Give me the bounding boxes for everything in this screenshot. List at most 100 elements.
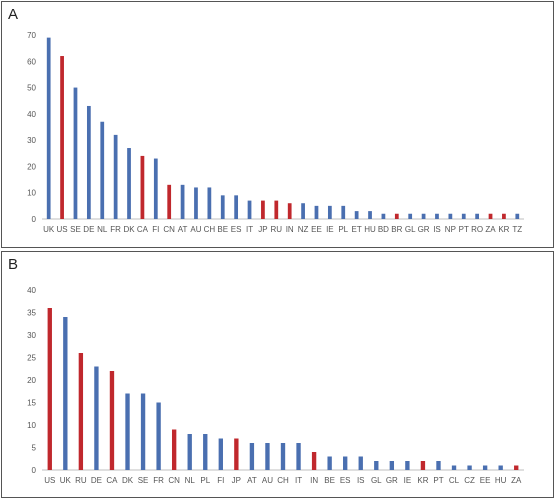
x-tick-label: AT [178, 225, 188, 234]
bar-cz [467, 465, 472, 470]
x-tick-label: JP [258, 225, 267, 234]
y-tick-label: 5 [32, 444, 37, 453]
y-tick-label: 0 [32, 215, 37, 224]
x-tick-label: CH [204, 225, 216, 234]
y-tick-label: 15 [27, 399, 36, 408]
bar-at [249, 443, 255, 470]
y-tick-label: 10 [27, 421, 36, 430]
bar-ee [482, 465, 488, 470]
bar-pl [341, 205, 346, 219]
x-tick-label: PL [200, 476, 210, 485]
x-tick-label: TZ [512, 225, 522, 234]
bar-it [296, 443, 301, 470]
x-tick-label: AU [262, 476, 273, 485]
bar-ru [274, 200, 279, 219]
x-tick-label: RU [75, 476, 87, 485]
x-tick-label: EE [311, 225, 322, 234]
x-tick-label: US [57, 225, 68, 234]
bar-es [234, 195, 239, 219]
bar-ee [314, 205, 319, 219]
x-tick-label: ZA [511, 476, 522, 485]
x-tick-label: IE [326, 225, 334, 234]
x-tick-label: AU [190, 225, 201, 234]
bar-au [265, 443, 270, 470]
bar-dk [125, 393, 130, 470]
bar-se [140, 393, 146, 470]
x-tick-label: ET [352, 225, 362, 234]
panel-label-a: A [8, 6, 19, 23]
bar-uk [46, 37, 51, 219]
bar-ch [207, 187, 212, 219]
x-tick-label: GR [386, 476, 398, 485]
panel-label-b: B [8, 256, 19, 273]
bar-ro [475, 213, 480, 219]
x-tick-label: BD [378, 225, 389, 234]
bar-cn [167, 184, 172, 219]
x-tick-label: IN [310, 476, 318, 485]
bar-ie [327, 205, 332, 219]
bar-de [86, 105, 91, 219]
x-tick-label: HU [364, 225, 376, 234]
x-tick-label: SE [138, 476, 149, 485]
bar-jp [261, 200, 265, 219]
y-tick-label: 30 [27, 331, 36, 340]
bar-is [435, 213, 439, 219]
bar-pt [461, 213, 466, 219]
x-tick-label: NL [185, 476, 196, 485]
y-tick-label: 20 [27, 376, 36, 385]
x-tick-label: AT [247, 476, 257, 485]
y-tick-label: 0 [32, 466, 37, 475]
bar-br [394, 213, 399, 219]
x-tick-label: CA [106, 476, 118, 485]
y-tick-label: 30 [27, 136, 36, 145]
x-tick-label: FI [152, 225, 159, 234]
x-tick-label: CZ [464, 476, 475, 485]
x-tick-label: ES [231, 225, 242, 234]
bar-ca [109, 371, 115, 470]
x-tick-label: PT [459, 225, 469, 234]
bar-is [358, 456, 363, 470]
chart-panel-b: B 0 5 10 15 20 25 30 35 40 US UK RU DE CA DK SE FR CN NL PL… [1, 251, 554, 498]
bar-uk [63, 317, 68, 470]
x-tick-label: UK [60, 476, 72, 485]
x-tick-label: EE [480, 476, 491, 485]
bar-jp [234, 438, 239, 470]
x-tick-label: US [44, 476, 55, 485]
x-tick-label: NZ [298, 225, 309, 234]
chart-panel-a: A 0 10 20 30 40 50 60 70 UK US SE DE NL FR DK CA FI CN AT A… [1, 1, 554, 248]
x-tick-label: KR [417, 476, 428, 485]
x-tick-label: GL [371, 476, 382, 485]
bar-et [354, 211, 359, 219]
bar-hu [368, 211, 372, 219]
bar-se [73, 87, 78, 219]
bar-be [327, 456, 332, 470]
x-tick-label: IS [357, 476, 365, 485]
bar-hu [498, 465, 503, 470]
x-tick-label: IT [246, 225, 253, 234]
bar-fi [218, 438, 223, 470]
x-tick-label: RU [271, 225, 283, 234]
y-tick-label: 70 [27, 31, 36, 40]
bar-dk [127, 148, 131, 219]
x-tick-label: CN [163, 225, 175, 234]
y-tick-label: 60 [27, 57, 36, 66]
x-tick-label: DK [123, 225, 135, 234]
bar-gl [374, 461, 379, 470]
x-tick-label: KR [498, 225, 509, 234]
bar-gr [421, 213, 426, 219]
bar-pt [436, 461, 441, 470]
x-tick-label: PT [433, 476, 443, 485]
x-tick-label: HU [495, 476, 507, 485]
x-tick-label: BR [391, 225, 402, 234]
x-tick-label: CH [277, 476, 289, 485]
x-tick-label: NL [97, 225, 108, 234]
bar-np [448, 213, 453, 219]
bar-bd [381, 213, 386, 219]
chart-a-canvas: 0 10 20 30 40 50 60 70 UK US SE DE NL FR DK CA FI CN AT AU C… [27, 31, 524, 234]
bar-tz [515, 213, 520, 219]
x-tick-label: IS [433, 225, 441, 234]
bar-za [514, 465, 519, 470]
bar-kr [420, 461, 426, 470]
y-tick-label: 20 [27, 162, 36, 171]
x-tick-label: IE [404, 476, 412, 485]
